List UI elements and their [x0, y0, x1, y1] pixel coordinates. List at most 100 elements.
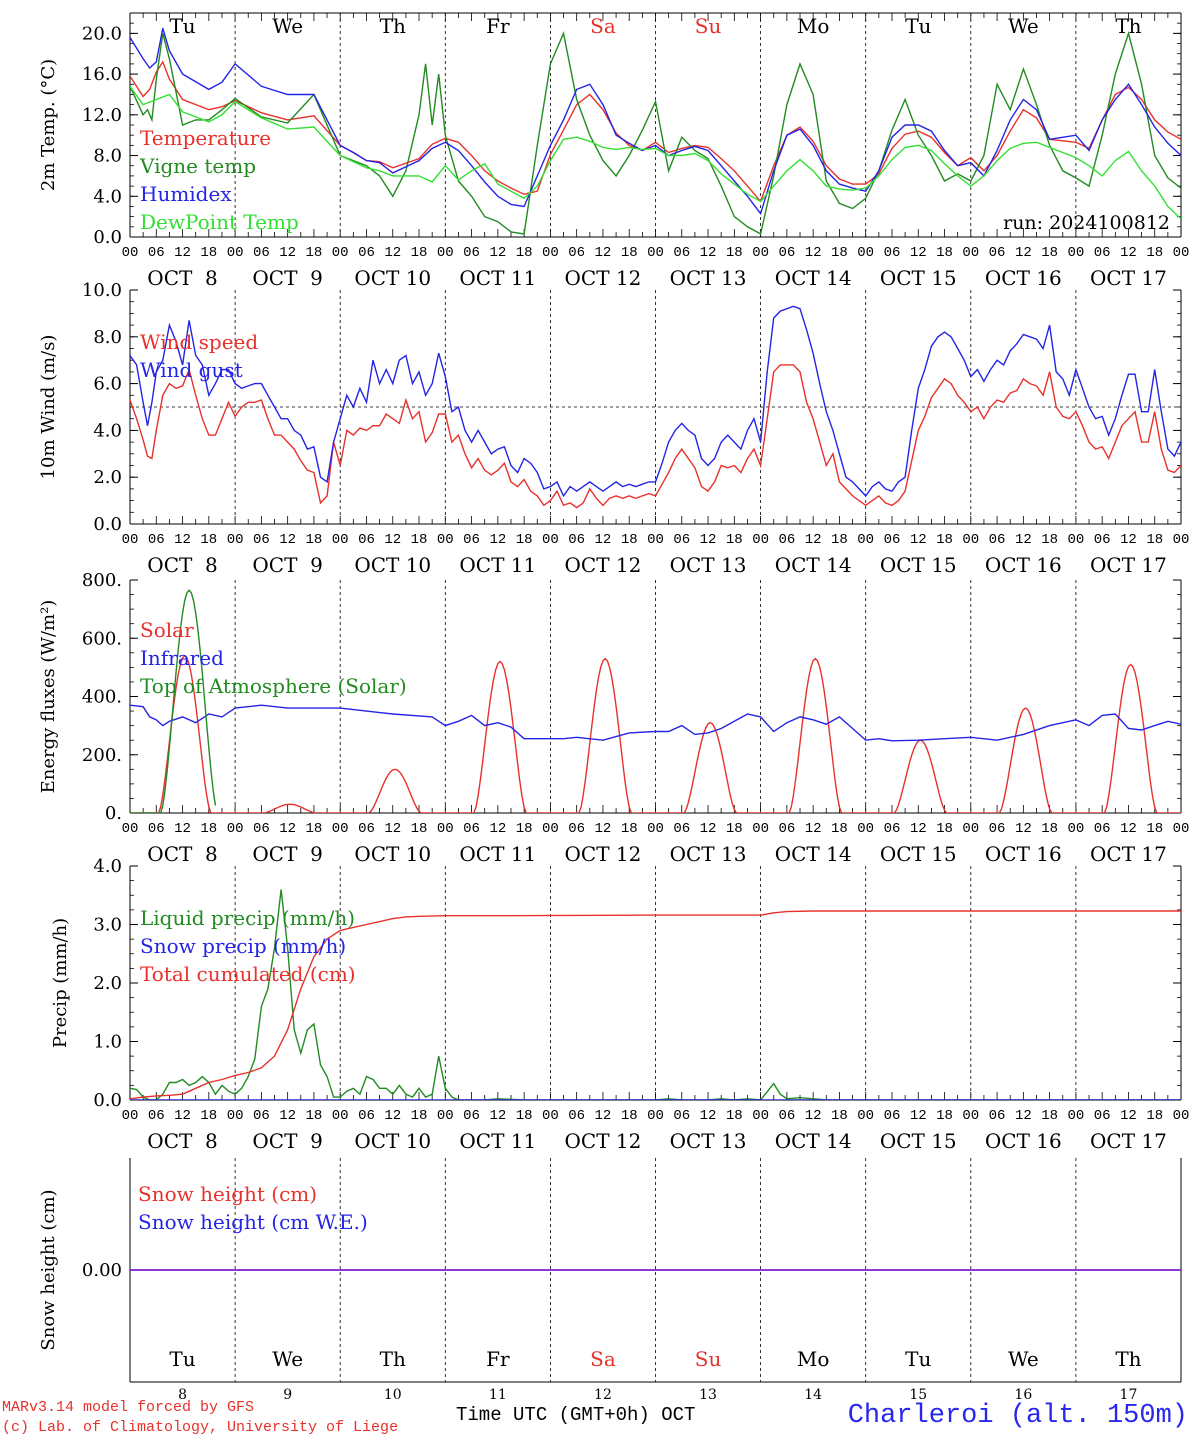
- hour-label: 12: [805, 821, 822, 837]
- legend-entry: Infrared: [140, 646, 224, 670]
- y-tick-label: 0.00: [82, 1260, 122, 1281]
- hour-label: 06: [884, 532, 901, 548]
- hour-label: 06: [778, 532, 795, 548]
- hour-label: 12: [910, 1108, 927, 1124]
- date-label: OCT 12: [565, 266, 642, 290]
- panel-4: [129, 865, 1182, 1101]
- date-label: OCT 9: [252, 842, 322, 866]
- day-name-bottom: We: [1008, 1347, 1039, 1371]
- series-line-dewpoint-temp: [130, 85, 1181, 220]
- date-label: OCT 13: [670, 266, 747, 290]
- hour-label: 06: [989, 821, 1006, 837]
- hour-label: 06: [148, 245, 165, 261]
- y-tick-label: 3.0: [93, 915, 122, 936]
- hour-label: 00: [647, 1108, 664, 1124]
- y-tick-label: 1.0: [93, 1032, 122, 1053]
- hour-label: 06: [989, 1108, 1006, 1124]
- hour-label: 00: [437, 821, 454, 837]
- day-number: 11: [489, 1387, 507, 1403]
- hour-label: 06: [1094, 821, 1111, 837]
- hour-label: 00: [752, 1108, 769, 1124]
- hour-label: 12: [1120, 532, 1137, 548]
- station-title: Charleroi (alt. 150m): [847, 1401, 1188, 1431]
- hour-label: 00: [752, 821, 769, 837]
- day-number: 8: [178, 1387, 187, 1403]
- date-label: OCT 8: [147, 553, 217, 577]
- hour-label: 06: [1094, 245, 1111, 261]
- hour-label: 18: [936, 821, 953, 837]
- day-name-bottom: Tu: [905, 1347, 931, 1371]
- hour-label: 00: [1173, 821, 1190, 837]
- day-number: 16: [1014, 1387, 1032, 1403]
- hour-label: 18: [726, 1108, 743, 1124]
- hour-label: 00: [437, 532, 454, 548]
- date-label: OCT 10: [354, 1129, 431, 1153]
- date-label: OCT 16: [985, 553, 1062, 577]
- hour-label: 12: [489, 532, 506, 548]
- day-name-top: We: [1008, 14, 1039, 38]
- hour-label: 12: [805, 245, 822, 261]
- date-label: OCT 15: [880, 842, 957, 866]
- series-line-vigne-temp: [130, 30, 1181, 235]
- date-label: OCT 11: [459, 266, 536, 290]
- hour-label: 12: [174, 821, 191, 837]
- hour-label: 06: [358, 245, 375, 261]
- y-axis-label: Precip (mm/h): [50, 918, 71, 1048]
- date-label: OCT 14: [775, 266, 852, 290]
- time-axis-label: Time UTC (GMT+0h) OCT: [456, 1404, 696, 1426]
- hour-label: 18: [831, 821, 848, 837]
- hour-label: 06: [884, 245, 901, 261]
- series-line-wind-speed: [130, 364, 1181, 509]
- date-label: OCT 17: [1090, 553, 1167, 577]
- hour-label: 12: [279, 245, 296, 261]
- day-name-top: Tu: [905, 14, 931, 38]
- day-name-bottom: Tu: [169, 1347, 195, 1371]
- day-name-bottom: Mo: [797, 1347, 830, 1371]
- hour-label: 12: [595, 532, 612, 548]
- y-axis-label: Snow height (cm): [38, 1189, 59, 1350]
- hour-label: 12: [489, 821, 506, 837]
- legend-entry: Snow precip (mm/h): [140, 934, 346, 958]
- y-axis-label: Energy fluxes (W/m²): [38, 600, 59, 794]
- hour-label: 18: [200, 1108, 217, 1124]
- hour-label: 12: [805, 532, 822, 548]
- day-name-top: Su: [695, 14, 722, 38]
- date-label: OCT 16: [985, 1129, 1062, 1153]
- hour-label: 06: [673, 245, 690, 261]
- hour-label: 18: [306, 532, 323, 548]
- y-tick-label: 0.0: [93, 1090, 122, 1111]
- panel-1: [129, 12, 1182, 238]
- date-label: OCT 14: [775, 1129, 852, 1153]
- hour-label: 00: [1173, 1108, 1190, 1124]
- day-name-bottom: Fr: [486, 1347, 510, 1371]
- hour-label: 12: [595, 1108, 612, 1124]
- hour-label: 06: [989, 245, 1006, 261]
- y-tick-label: 600.: [82, 628, 122, 649]
- hour-label: 18: [411, 245, 428, 261]
- hour-label: 12: [910, 245, 927, 261]
- hour-label: 00: [857, 245, 874, 261]
- run-annotation: run: 2024100812: [1003, 212, 1170, 234]
- date-label: OCT 11: [459, 1129, 536, 1153]
- hour-label: 06: [568, 532, 585, 548]
- hour-label: 18: [621, 532, 638, 548]
- hour-label: 18: [200, 821, 217, 837]
- hour-label: 00: [122, 245, 139, 261]
- hour-label: 00: [1067, 245, 1084, 261]
- hour-label: 12: [1015, 1108, 1032, 1124]
- hour-label: 12: [384, 245, 401, 261]
- hour-label: 00: [122, 532, 139, 548]
- hour-label: 06: [1094, 1108, 1111, 1124]
- hour-label: 18: [936, 1108, 953, 1124]
- date-label: OCT 13: [670, 553, 747, 577]
- hour-label: 00: [542, 1108, 559, 1124]
- hour-label: 00: [542, 821, 559, 837]
- hour-label: 12: [595, 245, 612, 261]
- day-number: 15: [909, 1387, 927, 1403]
- hour-label: 06: [673, 1108, 690, 1124]
- hour-label: 18: [516, 532, 533, 548]
- date-label: OCT 17: [1090, 266, 1167, 290]
- hour-label: 06: [148, 532, 165, 548]
- hour-label: 00: [857, 532, 874, 548]
- hour-label: 18: [411, 821, 428, 837]
